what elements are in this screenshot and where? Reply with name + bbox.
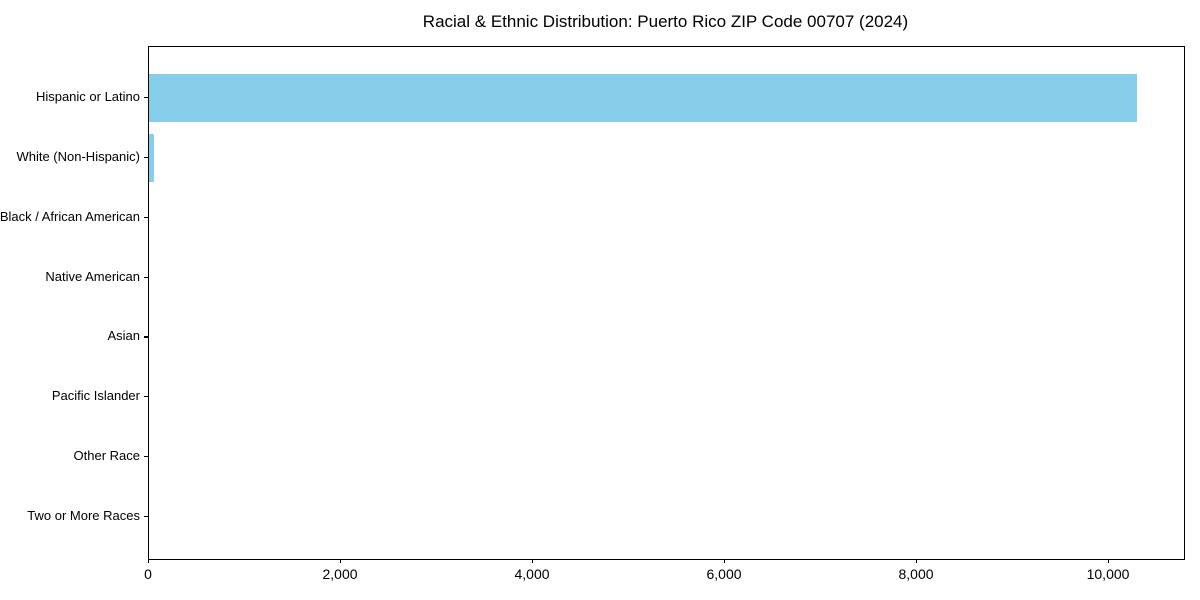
x-tick-label: 0	[144, 566, 152, 582]
x-tick-label: 2,000	[322, 566, 358, 582]
y-tick-label: Native American	[45, 268, 140, 284]
x-tick-mark	[916, 559, 918, 563]
y-tick-label: Hispanic or Latino	[35, 89, 140, 104]
x-tick-mark	[532, 559, 534, 563]
y-tick-label: Black / African American	[0, 208, 140, 224]
x-tick-mark	[724, 559, 726, 563]
y-tick-mark	[144, 156, 148, 159]
y-tick-label: Pacific Islander	[51, 388, 140, 404]
x-tick-mark	[340, 559, 342, 563]
y-tick-mark	[144, 97, 148, 99]
y-tick-mark	[144, 396, 148, 398]
y-tick-mark	[144, 276, 148, 278]
x-tick-mark	[1108, 559, 1110, 563]
x-tick-label: 4,000	[514, 566, 550, 582]
y-tick-label: Other Race	[73, 448, 140, 464]
y-tick-mark	[144, 515, 148, 518]
y-tick-label: Two or More Races	[27, 507, 140, 523]
y-tick-label: White (Non-Hispanic)	[16, 148, 140, 164]
chart-title: Racial & Ethnic Distribution: Puerto Ric…	[422, 12, 909, 31]
plot-area	[148, 46, 1185, 560]
x-tick-label: 8,000	[898, 566, 934, 582]
y-tick-mark	[144, 216, 148, 218]
y-tick-mark	[144, 336, 148, 338]
y-tick-label: Asian	[107, 328, 140, 344]
x-tick-mark	[148, 559, 150, 563]
x-tick-label: 6,000	[706, 566, 742, 582]
bar	[149, 133, 154, 182]
bar	[149, 74, 1137, 122]
x-tick-label: 10,000	[1086, 566, 1130, 582]
y-tick-mark	[144, 456, 148, 458]
